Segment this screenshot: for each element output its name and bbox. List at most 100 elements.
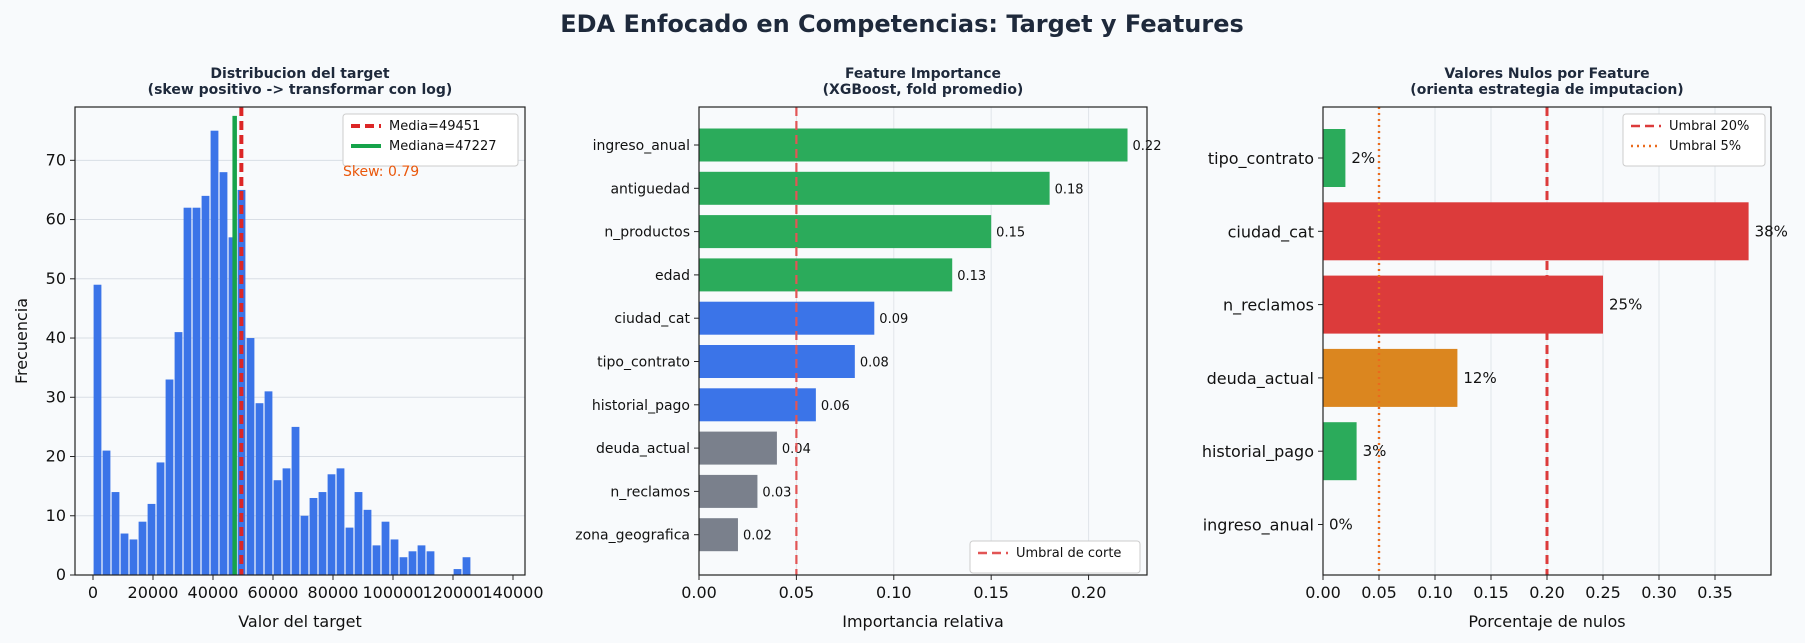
null-bar <box>1323 348 1458 407</box>
importance-bar <box>699 474 758 508</box>
importance-bar <box>699 128 1128 162</box>
histogram-bar <box>462 557 471 575</box>
y-tick-label: 30 <box>46 387 66 406</box>
histogram-bar <box>309 497 318 575</box>
histogram-bar <box>183 207 192 575</box>
x-tick-label: 0.05 <box>1361 583 1397 602</box>
panel-title-line: (XGBoost, fold promedio) <box>823 82 1024 98</box>
chart-null-values: Valores Nulos por Feature(orienta estrat… <box>1202 66 1788 631</box>
x-axis-label: Importancia relativa <box>842 612 1004 631</box>
histogram-bar <box>246 338 255 575</box>
y-tick-label: 20 <box>46 447 66 466</box>
y-tick-label: tipo_contrato <box>1208 149 1314 169</box>
plot-border <box>698 106 1148 576</box>
x-tick-label: 0.05 <box>779 583 815 602</box>
histogram-bar <box>399 557 408 575</box>
histogram-bar <box>156 462 165 575</box>
x-tick-label: 0.25 <box>1585 583 1621 602</box>
histogram-bar <box>93 284 102 575</box>
value-label: 3% <box>1363 442 1387 460</box>
value-label: 0.13 <box>957 269 986 284</box>
plot-border <box>74 106 526 576</box>
value-label: 0.18 <box>1055 182 1084 197</box>
x-tick-label: 0.20 <box>1529 583 1565 602</box>
histogram-bar <box>264 391 273 575</box>
histogram-bar <box>147 503 156 575</box>
y-tick-label: deuda_actual <box>596 441 690 457</box>
y-tick-label: deuda_actual <box>1207 369 1314 389</box>
y-tick-label: historial_pago <box>592 398 690 414</box>
x-tick-label: 60000 <box>248 583 299 602</box>
x-tick-label: 80000 <box>308 583 359 602</box>
y-tick-label: antiguedad <box>610 181 690 197</box>
y-tick-label: n_reclamos <box>1223 296 1314 316</box>
x-tick-label: 20000 <box>128 583 179 602</box>
y-tick-label: edad <box>655 268 690 284</box>
histogram-bar <box>120 533 129 575</box>
y-tick-label: n_productos <box>604 225 690 241</box>
panel-title-line: (skew positivo -> transformar con log) <box>148 82 453 98</box>
plot-border <box>1322 106 1772 576</box>
histogram-bar <box>210 130 219 575</box>
y-tick-label: tipo_contrato <box>597 355 690 371</box>
y-tick-label: 50 <box>46 269 66 288</box>
x-tick-label: 0.35 <box>1697 583 1733 602</box>
x-tick-label: 0.20 <box>1071 583 1107 602</box>
x-tick-label: 40000 <box>188 583 239 602</box>
importance-bar <box>699 301 875 335</box>
y-tick-label: 60 <box>46 210 66 229</box>
histogram-bar <box>327 474 336 575</box>
chart-target-distribution: Distribucion del target(skew positivo ->… <box>12 66 544 631</box>
x-tick-label: 100000 <box>362 583 423 602</box>
importance-bar <box>699 215 992 249</box>
histogram-bar <box>408 551 417 575</box>
histogram-bar <box>381 521 390 575</box>
importance-bar <box>699 388 816 422</box>
x-tick-label: 140000 <box>482 583 543 602</box>
legend-label: Umbral 5% <box>1669 139 1741 154</box>
panel-title-line: Distribucion del target <box>210 66 389 82</box>
histogram-bar <box>300 515 309 575</box>
null-bar <box>1323 129 1346 187</box>
y-tick-label: 40 <box>46 328 66 347</box>
y-tick-label: historial_pago <box>1202 442 1314 462</box>
value-label: 0.09 <box>879 312 908 327</box>
histogram-bar <box>273 480 282 575</box>
x-tick-label: 0.00 <box>1305 583 1341 602</box>
value-label: 0.03 <box>762 485 791 500</box>
value-label: 0.08 <box>860 356 889 371</box>
histogram-bar <box>453 569 462 575</box>
histogram-bar <box>372 545 381 575</box>
x-tick-label: 0.00 <box>681 583 717 602</box>
y-tick-label: 10 <box>46 506 66 525</box>
x-tick-label: 0.10 <box>1417 583 1453 602</box>
histogram-bar <box>426 551 435 575</box>
legend-label: Mediana=47227 <box>389 139 497 154</box>
histogram-bar <box>165 379 174 575</box>
y-tick-label: ciudad_cat <box>1228 222 1314 242</box>
y-tick-label: ingreso_anual <box>1203 516 1314 536</box>
skew-annotation: Skew: 0.79 <box>343 164 419 180</box>
value-label: 0% <box>1329 516 1353 534</box>
panel-title-line: Valores Nulos por Feature <box>1444 66 1649 82</box>
value-label: 25% <box>1609 296 1642 314</box>
y-axis-label: Frecuencia <box>12 298 31 384</box>
chart-feature-importance: Feature Importance(XGBoost, fold promedi… <box>575 66 1161 631</box>
histogram-bar <box>390 539 399 575</box>
y-tick-label: 0 <box>56 565 66 584</box>
histogram-bar <box>201 195 210 575</box>
histogram-bar <box>336 468 345 575</box>
importance-bar <box>699 345 855 378</box>
histogram-bar <box>129 539 138 575</box>
x-tick-label: 0.15 <box>1473 583 1509 602</box>
plot-area <box>75 107 525 575</box>
legend-label: Umbral 20% <box>1669 119 1749 134</box>
null-bar <box>1323 422 1357 481</box>
y-tick-label: ingreso_anual <box>593 138 690 154</box>
importance-bar <box>699 258 953 292</box>
value-label: 2% <box>1351 149 1375 167</box>
legend-label: Umbral de corte <box>1016 546 1121 561</box>
x-axis-label: Valor del target <box>238 612 362 631</box>
histogram-bar <box>237 189 246 575</box>
